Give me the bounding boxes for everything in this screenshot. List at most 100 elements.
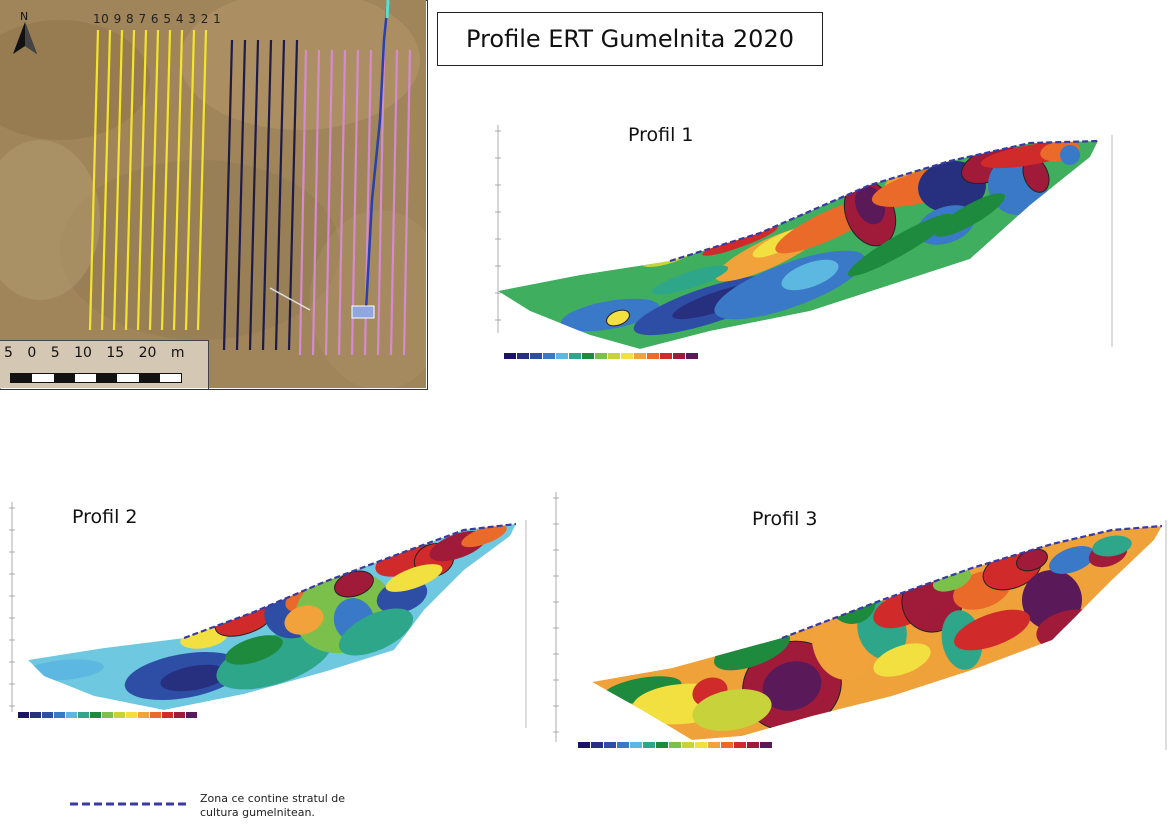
survey-line-yellow [112, 29, 124, 331]
map-image [0, 0, 426, 388]
profile-line-numbers: 10 9 8 7 6 5 4 3 2 1 [93, 12, 222, 26]
legend-text-line1: Zona ce contine stratul de [200, 792, 346, 805]
color-scale-swatch [78, 712, 89, 718]
resistivity-zone [873, 643, 931, 677]
color-scale-swatch [90, 712, 101, 718]
survey-line-yellow [136, 29, 148, 331]
survey-line-yellow [184, 29, 196, 331]
color-scale-swatch [647, 353, 659, 359]
resistivity-zone [935, 193, 1005, 237]
resistivity-zone [1060, 145, 1080, 166]
color-scale-swatch [126, 712, 137, 718]
survey-line-yellow [100, 29, 112, 331]
resistivity-zone [461, 524, 507, 548]
color-scale-swatch [747, 742, 759, 748]
profile-1-section [495, 125, 1113, 359]
color-scale-swatch [617, 742, 629, 748]
color-scale-swatch [186, 712, 197, 718]
resistivity-zone [160, 664, 228, 692]
color-scale-swatch [138, 712, 149, 718]
color-scale-swatch [634, 353, 646, 359]
color-scale-swatch [669, 742, 681, 748]
profile-3-section [553, 492, 1167, 750]
color-scale-swatch [54, 712, 65, 718]
survey-line-blue [364, 0, 390, 311]
color-scale-swatch [162, 712, 173, 718]
resistivity-zone [334, 570, 374, 598]
scale-bar-box: 5 0 5 10 15 20 m [0, 340, 209, 389]
color-scale-swatch [621, 353, 633, 359]
color-scale-swatch [721, 742, 733, 748]
survey-line-pink [376, 49, 386, 356]
color-scale-swatch [102, 712, 113, 718]
survey-line-navy [248, 39, 260, 351]
resistivity-zone [762, 661, 822, 711]
resistivity-zone [28, 659, 104, 681]
survey-line-pink [298, 49, 308, 356]
white-trace [269, 287, 311, 311]
resistivity-zone [651, 265, 729, 295]
color-scale-swatch [517, 353, 529, 359]
scale-bar [10, 373, 182, 383]
color-scale-swatch [591, 742, 603, 748]
resistivity-zone [781, 259, 839, 291]
survey-line-pink [350, 49, 360, 356]
color-scale-swatch [643, 742, 655, 748]
survey-line-navy [261, 39, 273, 351]
resistivity-zone [954, 609, 1030, 651]
survey-line-yellow [172, 29, 184, 331]
survey-line-yellow [88, 29, 100, 331]
resistivity-zone [338, 608, 414, 656]
color-scale-swatch [30, 712, 41, 718]
profile-3-title: Profil 3 [752, 508, 818, 530]
color-scale-swatch [174, 712, 185, 718]
survey-line-pink [311, 49, 321, 356]
color-scale-swatch [66, 712, 77, 718]
legend-text: Zona ce contine stratul de cultura gumel… [200, 792, 400, 820]
site-map: N 10 9 8 7 6 5 4 3 2 1 5 0 5 10 15 20 m [0, 0, 428, 390]
color-scale-swatch [556, 353, 568, 359]
color-scale-swatch [734, 742, 746, 748]
survey-line-pink [337, 49, 347, 356]
scale-labels: 5 0 5 10 15 20 m [4, 345, 185, 361]
color-scale-swatch [595, 353, 607, 359]
color-scale-swatch [504, 353, 516, 359]
cultural-layer-boundary [669, 139, 1099, 263]
color-scale-swatch [150, 712, 161, 718]
color-scale-swatch [569, 353, 581, 359]
color-scale-swatch [543, 353, 555, 359]
survey-line-navy [274, 39, 286, 351]
survey-marker-box [351, 305, 375, 319]
color-scale-swatch [578, 742, 590, 748]
resistivity-zone [216, 630, 332, 690]
resistivity-zone [692, 689, 772, 731]
color-scale-swatch [695, 742, 707, 748]
resistivity-zone [1092, 535, 1132, 557]
color-scale-swatch [760, 742, 772, 748]
legend-dashed-line [70, 802, 186, 806]
cultural-layer-boundary [183, 522, 517, 640]
color-scale-swatch [673, 353, 685, 359]
color-scale-swatch [656, 742, 668, 748]
survey-line-cyan-end [385, 0, 390, 19]
resistivity-zone [606, 309, 630, 327]
profile-1-title: Profil 1 [628, 124, 694, 146]
survey-line-pink [324, 49, 334, 356]
color-scale-swatch [686, 353, 698, 359]
survey-line-pink [389, 49, 399, 356]
resistivity-zone [1049, 546, 1095, 574]
survey-line-pink [402, 49, 412, 356]
resistivity-zone [284, 605, 324, 635]
color-scale-swatch [604, 742, 616, 748]
survey-line-yellow [124, 29, 136, 331]
color-scale-swatch [708, 742, 720, 748]
color-scale-swatch [114, 712, 125, 718]
north-label: N [20, 10, 28, 23]
cultural-layer-boundary [781, 524, 1163, 640]
page-title: Profile ERT Gumelnita 2020 [437, 12, 823, 66]
profile-2-title: Profil 2 [72, 506, 138, 528]
color-scale-swatch [18, 712, 29, 718]
color-scale-swatch [682, 742, 694, 748]
survey-line-yellow [148, 29, 160, 331]
resistivity-zone [225, 635, 283, 665]
